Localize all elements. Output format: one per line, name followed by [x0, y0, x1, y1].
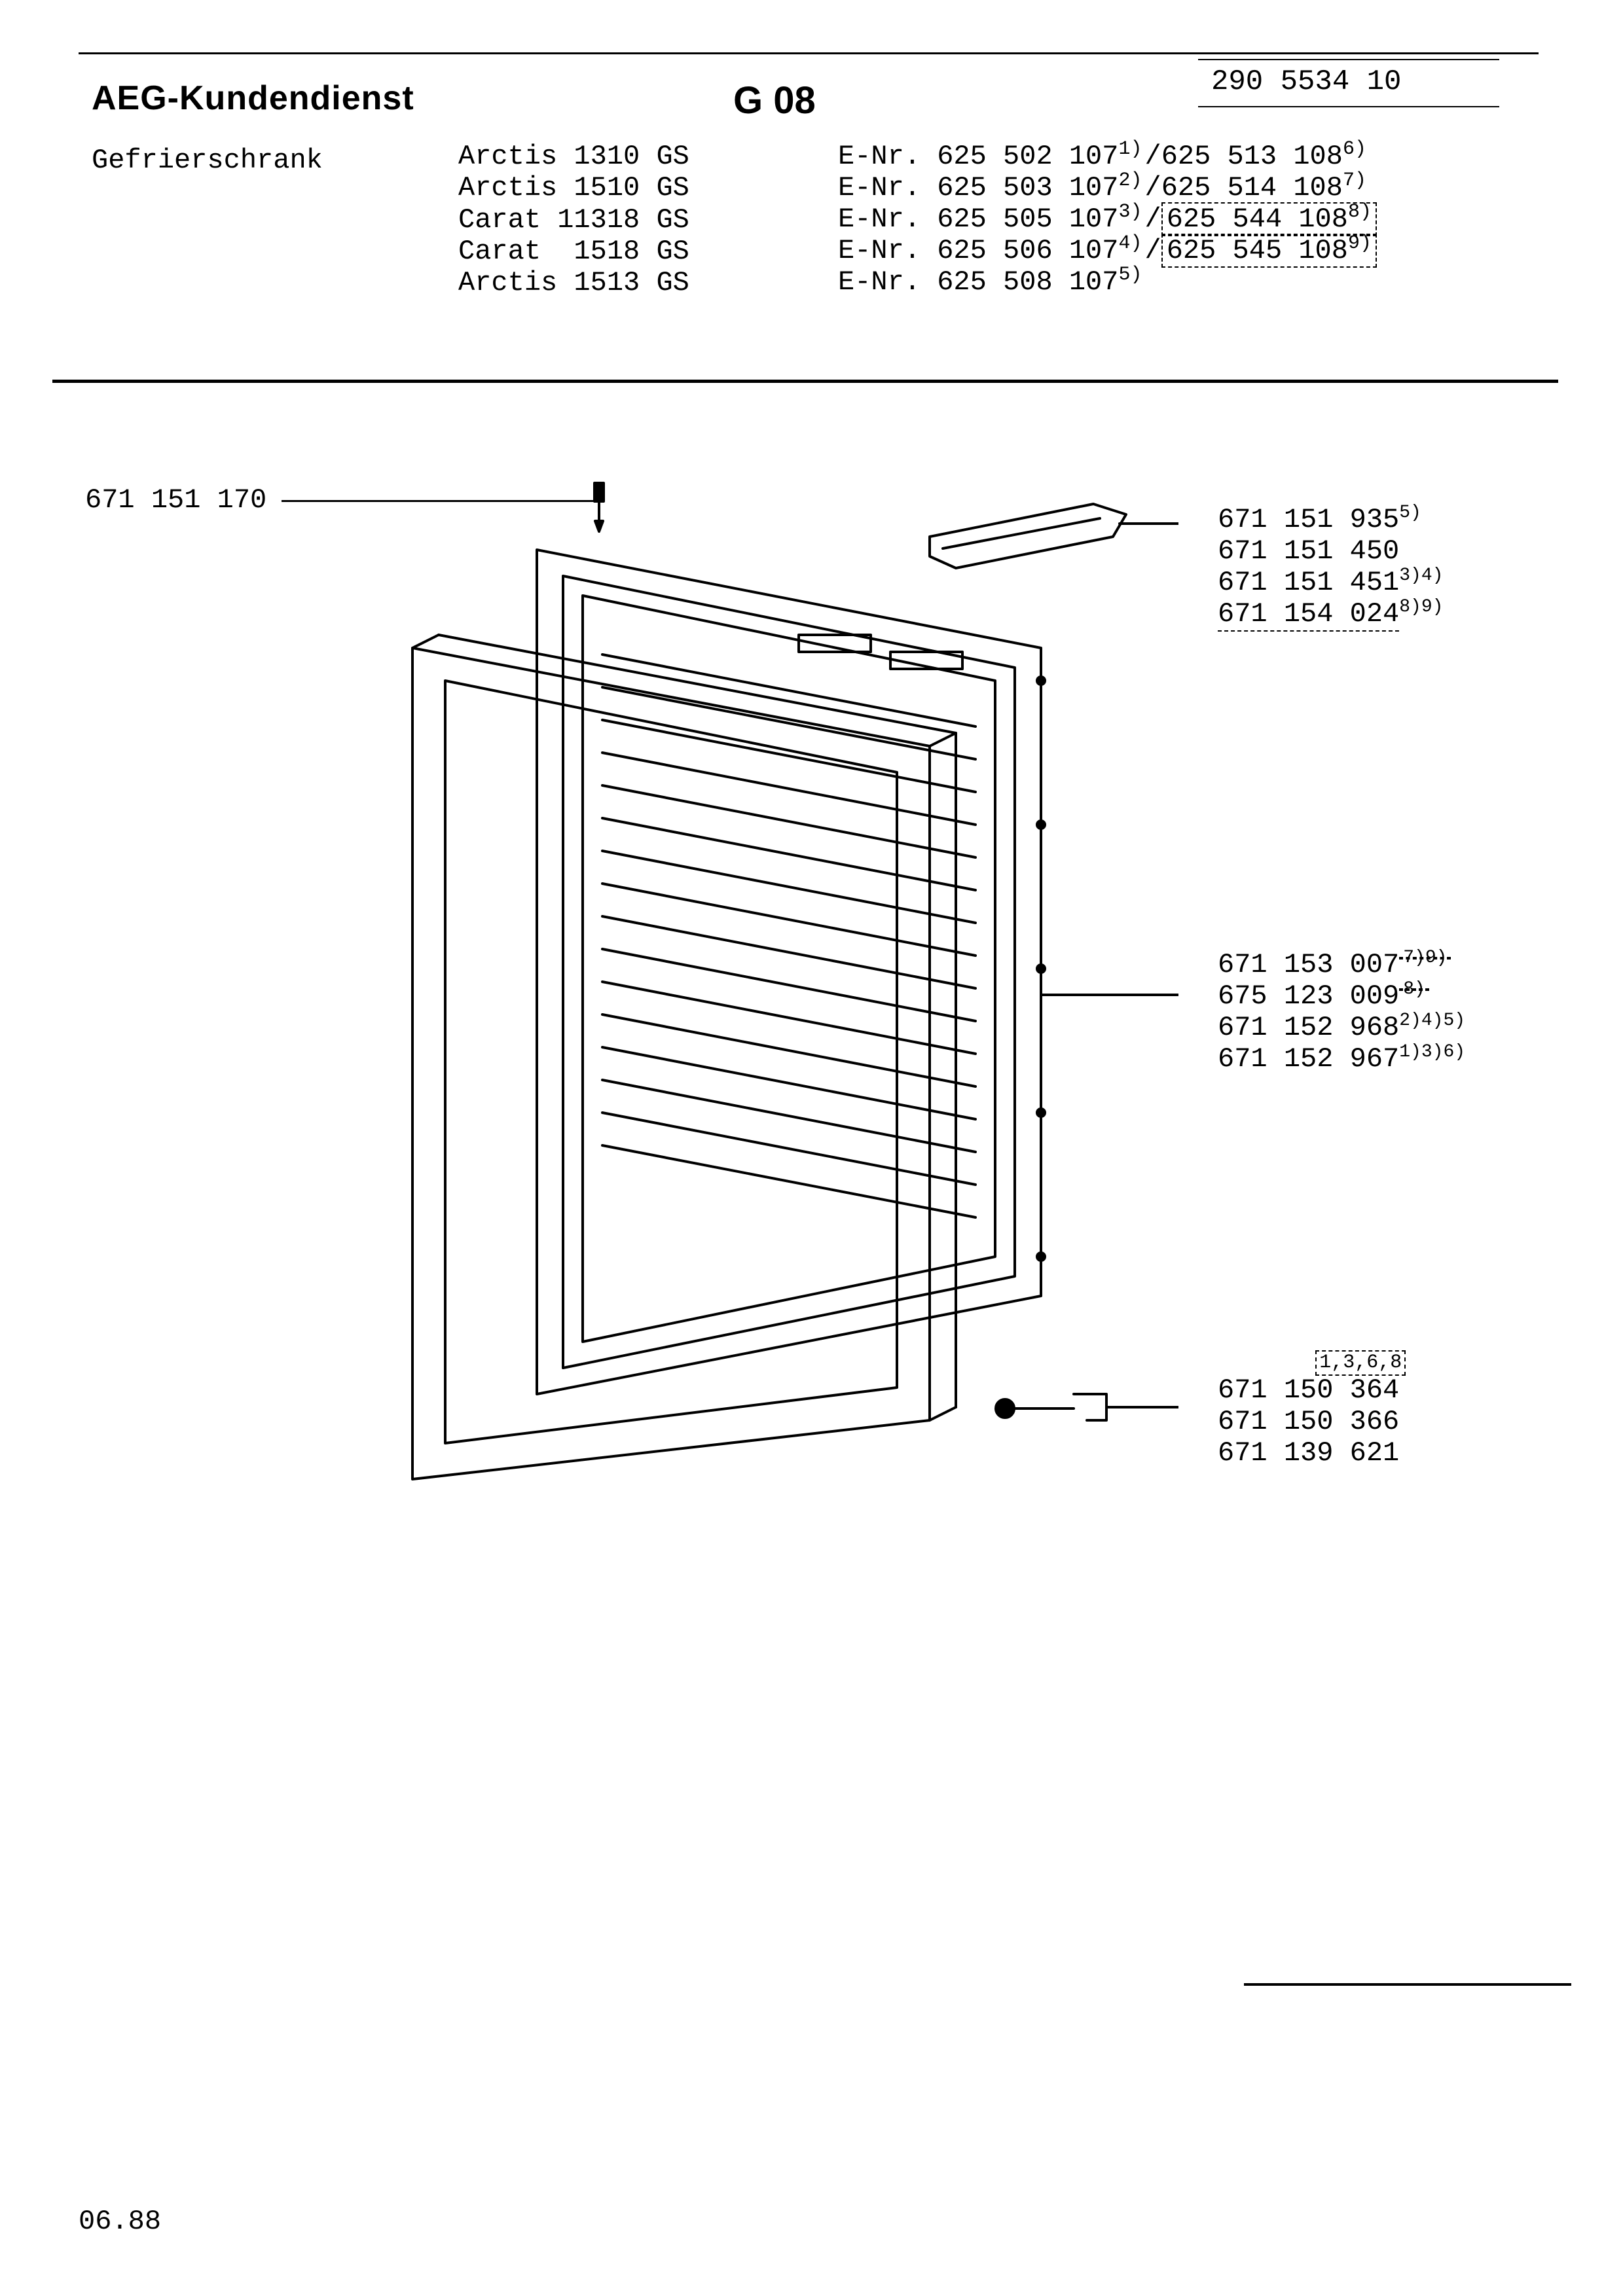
- part-number: 671 153 0077)9): [1218, 949, 1465, 980]
- enr-line: E-Nr. 625 503 1072)/625 514 1087): [838, 172, 1377, 204]
- front-frame: [412, 635, 956, 1479]
- part-number: 671 154 0248)9): [1218, 598, 1443, 630]
- part-number: 671 151 450: [1218, 535, 1443, 567]
- enr-line: E-Nr. 625 505 1073)/625 544 1088): [838, 204, 1377, 235]
- callout-top-right: 671 151 9355)671 151 450671 151 4513)4)6…: [1218, 504, 1443, 630]
- part-number: 675 123 0098): [1218, 980, 1465, 1012]
- enr-block: E-Nr. 625 502 1071)/625 513 1086)E-Nr. 6…: [838, 141, 1377, 298]
- model-list: Arctis 1310 GS Arctis 1510 GS Carat 1131…: [458, 141, 689, 298]
- inner-panel: [583, 596, 995, 1342]
- exploded-diagram: [301, 458, 1178, 1492]
- callout-top-left: 671 151 170: [85, 484, 266, 516]
- screw-bottom-icon: [996, 1394, 1106, 1420]
- brand-title: AEG-Kundendienst: [92, 79, 414, 118]
- part-number: 671 152 9671)3)6): [1218, 1043, 1465, 1075]
- footnote-box: 1,3,6,8: [1315, 1344, 1406, 1376]
- header-rule: [79, 52, 1539, 54]
- enr-line: E-Nr. 625 508 1075): [838, 266, 1377, 298]
- part-number: 671 139 621: [1218, 1437, 1399, 1469]
- doc-code: G 08: [733, 79, 816, 122]
- part-number: 671 151 9355): [1218, 504, 1443, 535]
- screw-top-icon: [594, 483, 604, 531]
- handle-part: [930, 504, 1126, 568]
- part-number: 671 152 9682)4)5): [1218, 1012, 1465, 1043]
- footer-rule: [1244, 1983, 1571, 1986]
- part-number: 671 151 170: [85, 484, 266, 516]
- callout-mid-right: 671 153 0077)9)675 123 0098)671 152 9682…: [1218, 949, 1465, 1075]
- part-number: 671 150 366: [1218, 1406, 1399, 1437]
- product-type: Gefrierschrank: [92, 145, 323, 176]
- doc-number: 290 5534 10: [1198, 59, 1499, 107]
- enr-line: E-Nr. 625 506 1074)/625 545 1089): [838, 235, 1377, 266]
- enr-line: E-Nr. 625 502 1071)/625 513 1086): [838, 141, 1377, 172]
- page: AEG-Kundendienst G 08 290 5534 10 Gefrie…: [0, 0, 1623, 2296]
- section-rule: [52, 380, 1558, 383]
- part-number: 671 150 364: [1218, 1374, 1399, 1406]
- part-number: 671 151 4513)4): [1218, 567, 1443, 598]
- footer-date: 06.88: [79, 2206, 161, 2237]
- callout-bot-right: 1,3,6,8671 150 364671 150 366671 139 621: [1218, 1374, 1399, 1469]
